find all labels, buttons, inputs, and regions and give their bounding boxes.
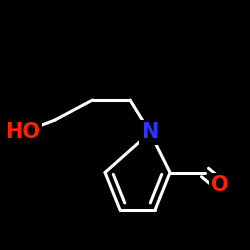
Text: N: N <box>141 122 159 142</box>
Text: O: O <box>211 175 229 195</box>
Text: HO: HO <box>5 122 40 142</box>
